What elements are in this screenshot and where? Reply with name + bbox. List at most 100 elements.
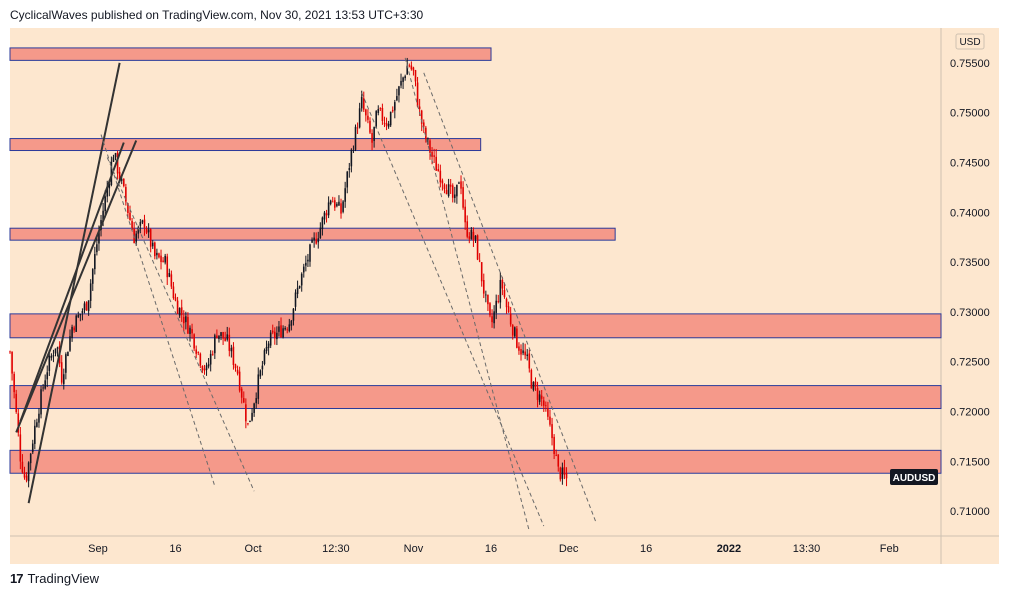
candle-body: [172, 286, 175, 299]
candle-body: [236, 369, 239, 374]
candle-body: [528, 353, 531, 369]
candle-body: [288, 324, 291, 332]
candle-body: [317, 238, 320, 243]
channel-line-4: [423, 72, 596, 522]
candle-body: [358, 108, 361, 128]
candle-body: [245, 404, 247, 422]
candle-body: [34, 425, 36, 444]
footer-brand[interactable]: 17 TradingView: [10, 571, 99, 586]
tradingview-logo-icon: 17: [10, 571, 24, 586]
candle-body: [247, 423, 249, 425]
candle-body: [336, 203, 338, 207]
candle-body: [360, 97, 363, 109]
candle-body: [534, 381, 537, 387]
candle-body: [478, 260, 481, 262]
candle-body: [489, 303, 491, 316]
candle-body: [323, 212, 326, 220]
candle-body: [437, 169, 440, 172]
candle-body: [416, 82, 419, 107]
time-tick-label: Feb: [880, 543, 899, 555]
candle-body: [135, 233, 138, 244]
candle-body: [350, 149, 353, 167]
candle-body: [290, 320, 293, 326]
candle-body: [60, 362, 63, 383]
candle-body: [242, 398, 245, 403]
candle-body: [263, 350, 266, 365]
candle-body: [129, 212, 131, 220]
candle-body: [321, 217, 324, 230]
candle-body: [344, 188, 346, 202]
candle-body: [19, 434, 22, 462]
candle-body: [187, 317, 189, 334]
candle-body: [325, 213, 328, 216]
candle-body: [238, 371, 241, 391]
price-tick-label: 0.73000: [950, 307, 990, 319]
candle-body: [232, 346, 235, 365]
price-tick-label: 0.75000: [950, 108, 990, 120]
zone-4: [9, 385, 942, 410]
candle-body: [563, 467, 566, 475]
candle-body: [257, 374, 260, 399]
footer-brand-label: TradingView: [27, 571, 100, 586]
price-tick-label: 0.75500: [950, 58, 990, 70]
candle-body: [394, 102, 396, 111]
candle-body: [296, 287, 299, 294]
candle-body: [480, 262, 483, 282]
candle-body: [265, 346, 268, 352]
time-axis-background: [10, 536, 999, 564]
candle-body: [77, 314, 80, 318]
candle-body: [422, 122, 425, 127]
time-tick-label: 13:30: [793, 543, 821, 555]
candle-body: [433, 155, 435, 157]
candle-body: [497, 301, 500, 303]
candle-body: [309, 244, 311, 262]
candle-body: [176, 300, 179, 314]
candle-body: [56, 347, 59, 349]
currency-label: USD: [959, 37, 980, 48]
candle-body: [89, 283, 92, 301]
candle-body: [23, 472, 26, 478]
candle-body: [276, 332, 278, 340]
candle-body: [522, 350, 524, 354]
channel-line-2: [404, 57, 530, 532]
candle-body: [185, 316, 187, 323]
candle-body: [25, 475, 28, 481]
channel-line-3: [361, 92, 545, 527]
candle-body: [545, 405, 547, 407]
candle-body: [197, 352, 200, 353]
candle-body: [451, 185, 454, 198]
candle-body: [540, 395, 543, 399]
candle-body: [69, 336, 71, 351]
candle-body: [362, 98, 365, 110]
channel-line-0: [100, 134, 216, 487]
candle-body: [398, 86, 400, 96]
candle-body: [327, 202, 330, 216]
candle-body: [555, 455, 557, 457]
time-tick-label: Dec: [559, 543, 579, 555]
candle-body: [553, 436, 555, 454]
candle-body: [205, 365, 208, 370]
candle-body: [329, 200, 332, 204]
candle-body: [406, 65, 409, 75]
candle-body: [565, 473, 568, 479]
candle-body: [389, 111, 392, 126]
publish-info: CyclicalWaves published on TradingView.c…: [10, 8, 424, 22]
candle-body: [122, 178, 125, 187]
time-tick-label: Sep: [88, 543, 108, 555]
candle-body: [189, 327, 191, 335]
candle-body: [191, 329, 193, 334]
candle-body: [81, 310, 84, 313]
candle-body: [464, 206, 466, 223]
time-axis[interactable]: Sep 16 Oct 12:30 Nov 16 Dec 16 2022 13:30 Feb: [88, 543, 899, 555]
price-axis[interactable]: USD 0.71000 0.71500 0.72000 0.72500 0.73000 0…: [950, 33, 990, 518]
candle-body: [385, 122, 388, 126]
candle-body: [112, 157, 115, 162]
candle-body: [516, 328, 518, 348]
candle-body: [509, 313, 512, 325]
candle-body: [286, 329, 289, 331]
time-tick-label: Oct: [245, 543, 262, 555]
candle-body: [139, 222, 142, 226]
candle-body: [75, 315, 78, 332]
candle-body: [503, 289, 506, 297]
